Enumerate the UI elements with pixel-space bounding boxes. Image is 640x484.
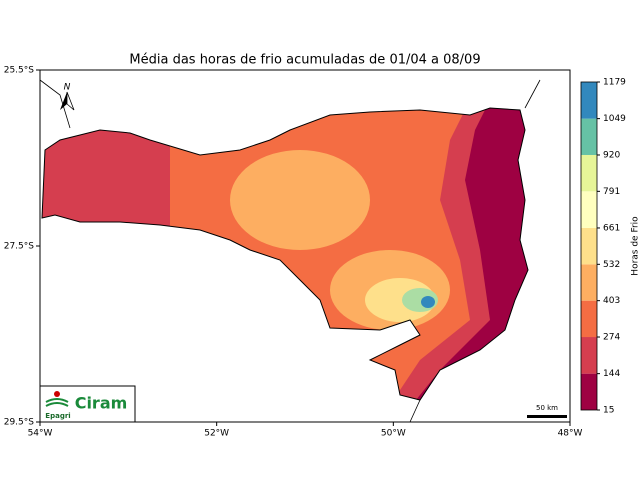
colorbar-tick-label: 920 (603, 150, 620, 160)
colorbar-label: Horas de Frio (631, 216, 640, 276)
colorbar-tick-label: 532 (603, 260, 620, 270)
y-tick-label: 25.5°S (4, 66, 35, 76)
logo-org: Epagri (45, 412, 70, 420)
colorbar-bin (581, 337, 597, 374)
colorbar-bin (581, 119, 597, 155)
colorbar-bin (581, 155, 597, 191)
colorbar-bin (581, 82, 597, 119)
x-tick-label: 54°W (28, 429, 53, 439)
colorbar-tick-label: 144 (603, 369, 620, 379)
colorbar-bin (581, 191, 597, 228)
colorbar-tick-label: 15 (603, 406, 614, 416)
colorbar-bin (581, 374, 597, 410)
x-tick-label: 48°W (558, 429, 583, 439)
colorbar-tick-label: 1049 (603, 114, 626, 124)
colorbar-tick-label: 791 (603, 187, 620, 197)
logo: Epagri Ciram (40, 386, 135, 422)
colorbar-bin (581, 228, 597, 264)
colorbar-tick-label: 1179 (603, 78, 626, 88)
x-tick-label: 52°W (204, 429, 229, 439)
colorbar-bin (581, 264, 597, 300)
x-tick-label: 50°W (381, 429, 406, 439)
svg-text:N: N (64, 83, 71, 93)
logo-name: Ciram (75, 394, 128, 413)
map-title: Média das horas de frio acumuladas de 01… (129, 53, 480, 68)
y-tick-label: 27.5°S (4, 242, 35, 252)
colorbar-tick-label: 403 (603, 296, 620, 306)
colorbar-tick-label: 274 (603, 333, 620, 343)
y-tick-label: 29.5°S (4, 418, 35, 428)
scale-label: 50 km (536, 404, 558, 412)
field-center (230, 150, 370, 250)
colorbar-bin (581, 301, 597, 337)
colorbar-tick-label: 661 (603, 223, 620, 233)
field-top (421, 296, 435, 308)
